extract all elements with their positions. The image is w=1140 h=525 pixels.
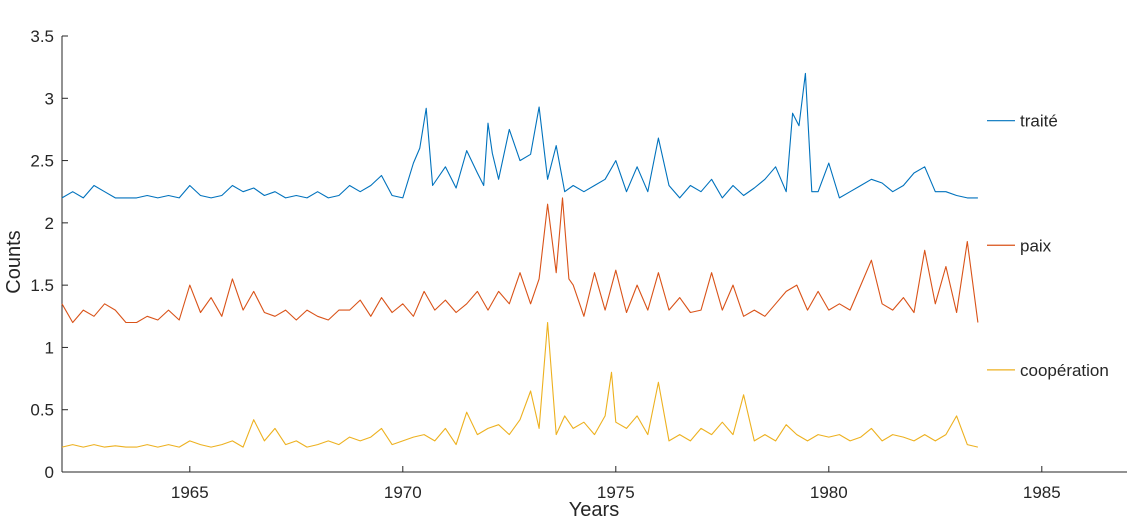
- y-tick-label: 0: [45, 463, 54, 482]
- y-tick-label: 0.5: [30, 401, 54, 420]
- y-tick-label: 1: [45, 338, 54, 357]
- y-axis-title: Counts: [3, 230, 25, 293]
- series-line-1: [61, 72, 978, 199]
- x-axis-title: Years: [569, 499, 619, 521]
- series-lines: [61, 72, 979, 448]
- legend-label-3: coopération: [1020, 361, 1109, 380]
- y-tick-label: 2.5: [30, 152, 54, 171]
- x-tick-label: 1975: [597, 483, 635, 502]
- x-tick-label: 1985: [1023, 483, 1061, 502]
- x-tick-label: 1980: [810, 483, 848, 502]
- ticks: 0 0.5 1 1.5 2 2.5 3 3.5 1965 1970 1975 1980 1985: [30, 27, 1060, 502]
- y-tick-label: 1.5: [30, 276, 54, 295]
- axes: [61, 36, 1127, 473]
- series-line-3: [61, 321, 979, 448]
- legend-label-1: traité: [1020, 112, 1058, 131]
- x-tick-label: 1970: [384, 483, 422, 502]
- y-tick-label: 2: [45, 214, 54, 233]
- legend: traité paix coopération: [987, 112, 1109, 380]
- x-tick-label: 1965: [171, 483, 209, 502]
- series-line-2: [61, 197, 979, 324]
- y-tick-label: 3: [45, 89, 54, 108]
- y-tick-label: 3.5: [30, 27, 54, 46]
- legend-label-2: paix: [1020, 236, 1052, 255]
